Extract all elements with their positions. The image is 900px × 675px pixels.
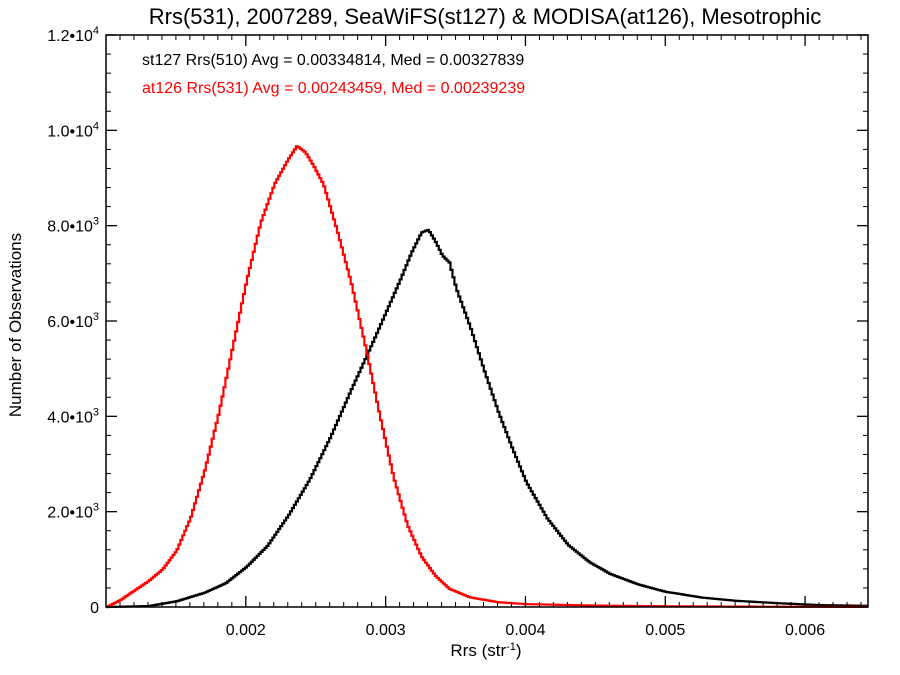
y-tick-label-2: 4.0•103 — [47, 406, 99, 426]
y-tick-label-main: 2.0•10 — [47, 505, 93, 522]
chart-title: Rrs(531), 2007289, SeaWiFS(st127) & MODI… — [149, 4, 822, 29]
x-axis-label-main: Rrs (str — [450, 641, 506, 660]
y-tick-label-exponent: 3 — [93, 406, 99, 418]
y-axis-label: Number of Observations — [6, 233, 25, 417]
x-tick-label-1: 0.003 — [366, 622, 406, 639]
series-line-0 — [106, 228, 869, 609]
y-tick-label-exponent: 4 — [93, 25, 99, 37]
y-tick-label-main: 4.0•10 — [47, 409, 93, 426]
y-tick-label-5: 1.0•104 — [47, 120, 99, 140]
y-tick-label-exponent: 3 — [93, 311, 99, 323]
x-tick-label-0: 0.002 — [226, 622, 266, 639]
y-tick-label-1: 2.0•103 — [47, 502, 99, 522]
x-axis-label-close: ) — [516, 641, 522, 660]
y-tick-label-main: 0 — [90, 600, 99, 617]
y-tick-label-3: 6.0•103 — [47, 311, 99, 331]
y-tick-label-main: 6.0•10 — [47, 314, 93, 331]
x-tick-label-2: 0.004 — [505, 622, 545, 639]
x-axis-label: Rrs (str-1) — [450, 641, 521, 660]
y-tick-label-exponent: 4 — [93, 120, 99, 132]
y-tick-label-4: 8.0•103 — [47, 216, 99, 236]
y-tick-label-0: 0 — [90, 600, 99, 617]
x-tick-label-3: 0.005 — [645, 622, 685, 639]
legend-entry-at126: at126 Rrs(531) Avg = 0.00243459, Med = 0… — [142, 80, 525, 97]
y-tick-label-exponent: 3 — [93, 216, 99, 228]
y-tick-label-main: 1.0•10 — [47, 123, 93, 140]
legend-entry-st127: st127 Rrs(510) Avg = 0.00334814, Med = 0… — [142, 52, 524, 69]
x-axis-label-sup: -1 — [506, 641, 516, 653]
y-tick-label-main: 1.2•10 — [47, 28, 93, 45]
plot-frame — [105, 34, 869, 608]
y-tick-label-6: 1.2•104 — [47, 25, 99, 45]
y-tick-label-exponent: 3 — [93, 502, 99, 514]
x-tick-label-4: 0.006 — [785, 622, 825, 639]
y-tick-label-main: 8.0•10 — [47, 219, 93, 236]
plot-area: 0.002 0.003 0.004 0.005 0.00602.0•1034.0•103… — [47, 25, 869, 639]
